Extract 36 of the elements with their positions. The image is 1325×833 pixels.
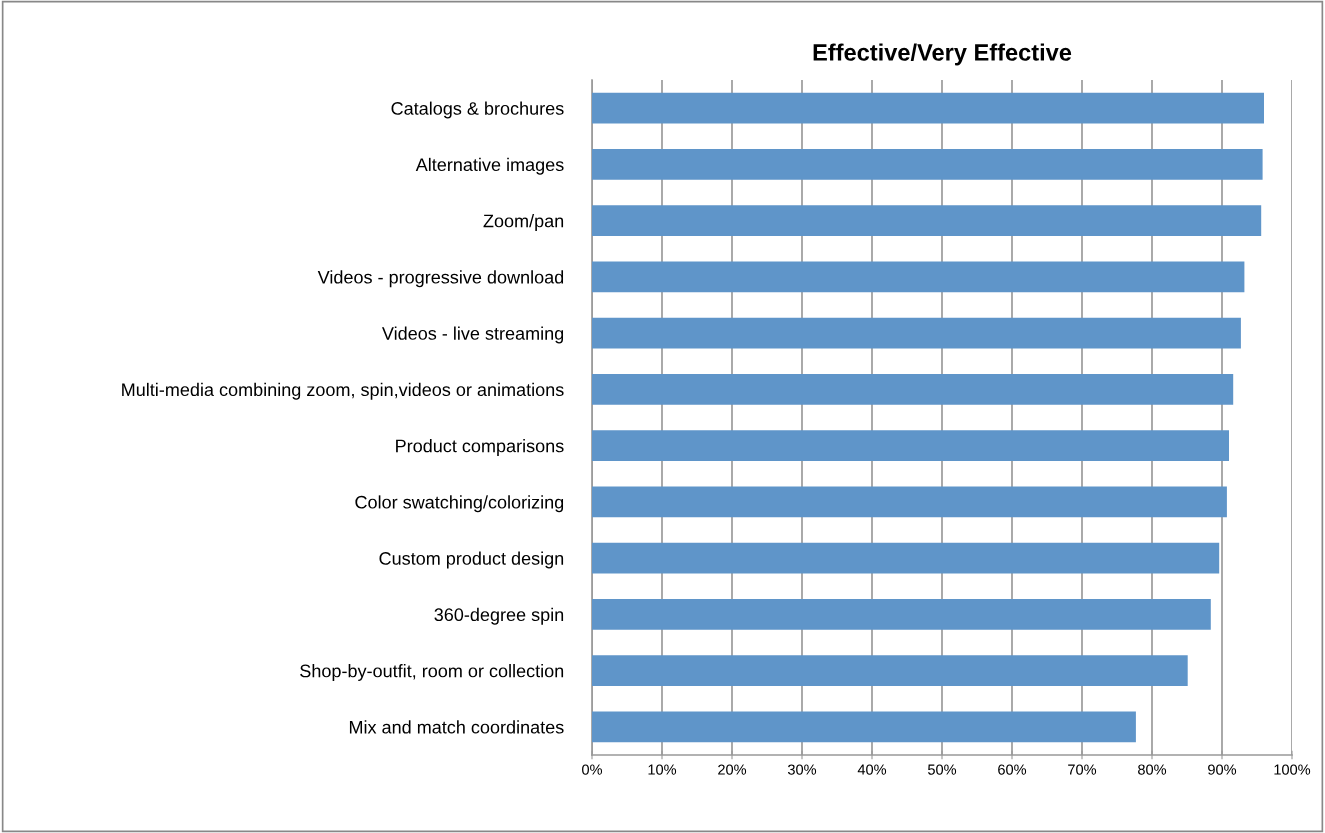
y-tick-label: Shop-by-outfit, room or collection bbox=[300, 664, 564, 681]
y-tick-label: Videos - progressive download bbox=[317, 270, 564, 288]
x-tick-label: 0% bbox=[582, 764, 603, 775]
y-tick-label: Custom product design bbox=[379, 551, 564, 569]
bar bbox=[592, 373, 1234, 405]
bar bbox=[592, 711, 1136, 743]
y-tick-label: Videos - live streaming bbox=[381, 326, 564, 344]
x-tick-label: 20% bbox=[718, 764, 747, 775]
y-tick-label: Alternative images bbox=[415, 157, 564, 175]
bar bbox=[592, 430, 1229, 462]
bar bbox=[592, 598, 1211, 630]
bar bbox=[592, 542, 1220, 574]
x-tick-label: 10% bbox=[648, 764, 677, 775]
x-tick-label: 80% bbox=[1138, 764, 1167, 775]
y-tick-label: Multi-media combining zoom, spin,videos or animations bbox=[122, 382, 564, 400]
y-tick-label: Zoom/pan bbox=[483, 214, 564, 231]
x-tick-label: 100% bbox=[1274, 764, 1311, 775]
bar bbox=[592, 92, 1264, 124]
x-tick-label: 30% bbox=[787, 764, 817, 775]
y-tick-label: Catalogs & brochures bbox=[391, 101, 564, 119]
x-tick-label: 50% bbox=[927, 764, 957, 775]
y-tick-label: Color swatching/colorizing bbox=[355, 495, 564, 513]
y-tick-label: Mix and match coordinates bbox=[349, 720, 564, 734]
bar bbox=[592, 148, 1263, 180]
x-tick-label: 70% bbox=[1068, 764, 1097, 775]
x-tick-label: 60% bbox=[998, 764, 1027, 775]
bar bbox=[592, 486, 1227, 518]
bar bbox=[592, 655, 1188, 687]
bar bbox=[592, 261, 1245, 293]
y-tick-label: Product comparisons bbox=[396, 439, 564, 456]
bar bbox=[592, 205, 1262, 237]
x-tick-label: 40% bbox=[857, 764, 887, 775]
y-tick-label: 360-degree spin bbox=[434, 607, 564, 625]
chart-title: Effective/Very Effective bbox=[813, 43, 1072, 66]
x-tick-label: 90% bbox=[1208, 764, 1237, 775]
bar bbox=[592, 317, 1241, 349]
